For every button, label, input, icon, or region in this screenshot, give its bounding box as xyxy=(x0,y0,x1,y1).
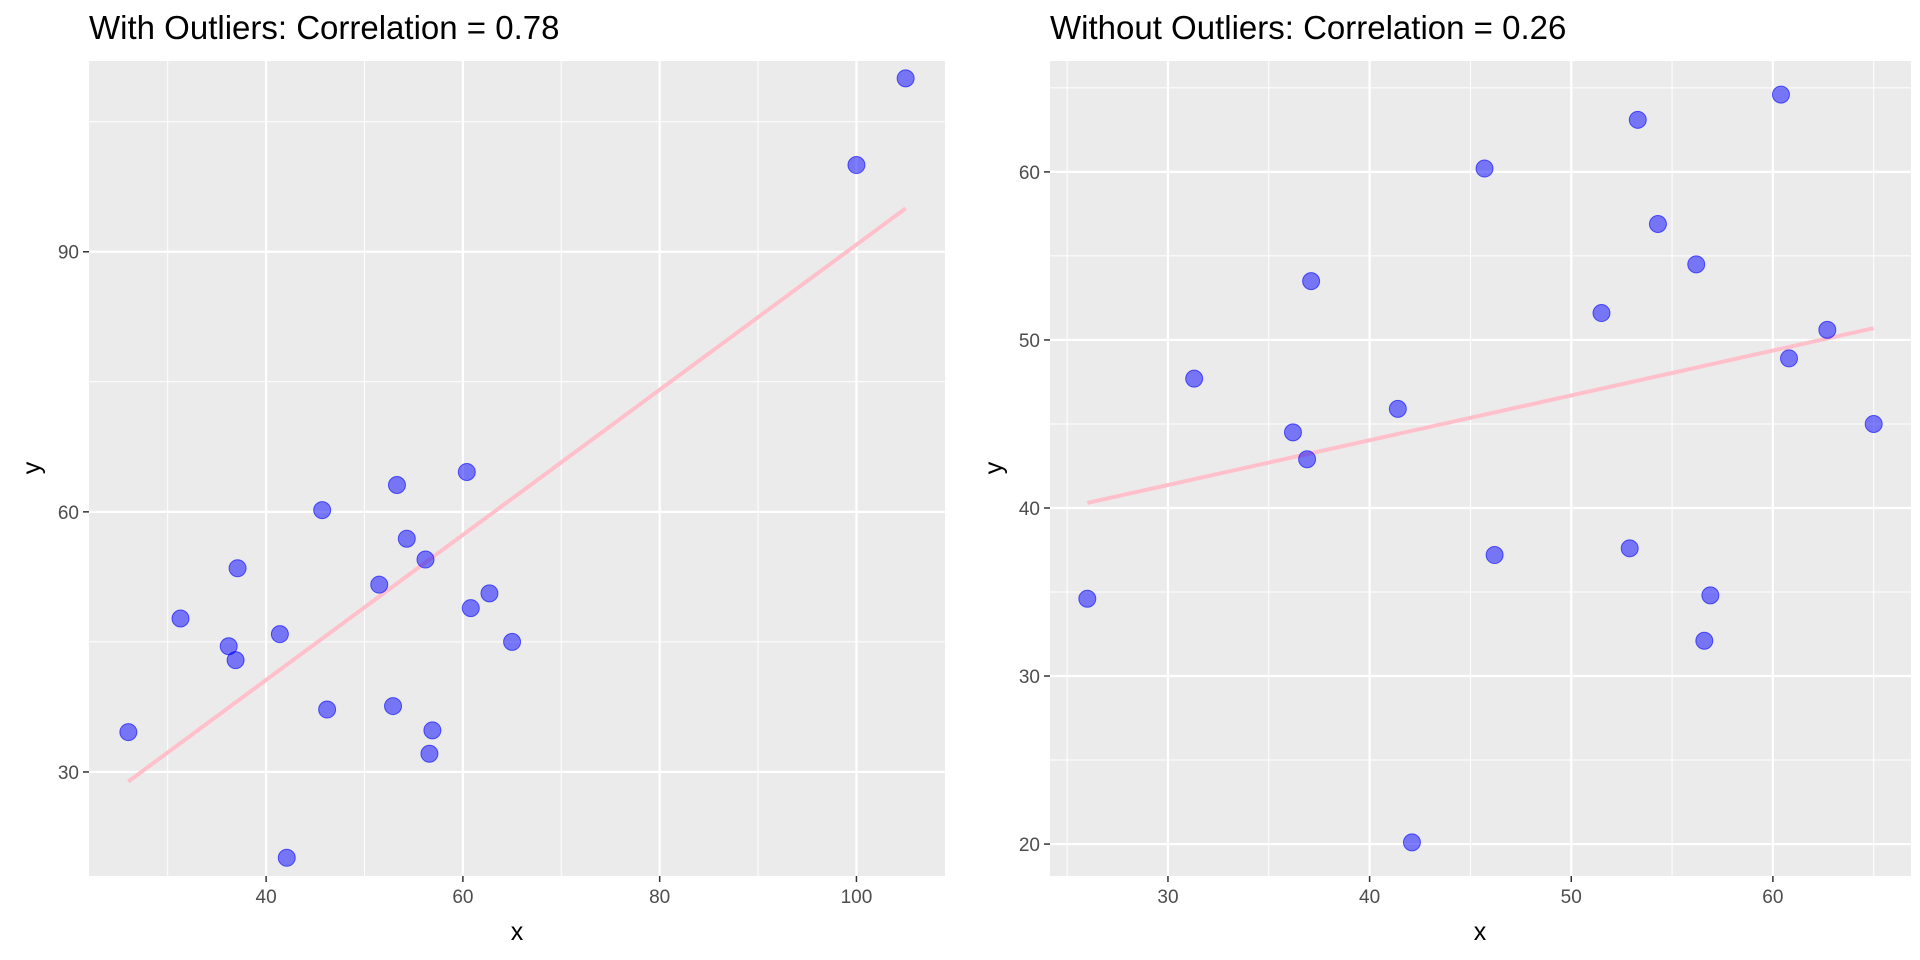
data-point xyxy=(277,848,296,867)
y-axis: 20 30 40 50 60 xyxy=(1019,163,1050,856)
y-axis-title: y xyxy=(980,461,1008,474)
x-axis-title: x xyxy=(511,918,524,946)
data-point xyxy=(1475,159,1494,178)
regression-line xyxy=(1086,326,1875,505)
data-point xyxy=(313,501,332,520)
x-tick-label: 100 xyxy=(841,887,873,908)
y-tick-label: 30 xyxy=(58,763,79,784)
data-point xyxy=(416,550,435,569)
x-tick-label: 80 xyxy=(649,887,670,908)
x-axis: 40 60 80 100 xyxy=(256,876,873,908)
y-tick-label: 40 xyxy=(1019,499,1040,520)
data-point xyxy=(457,462,476,481)
data-point xyxy=(1780,349,1799,368)
data-point xyxy=(387,475,406,494)
data-point xyxy=(171,609,190,628)
regression-line xyxy=(127,206,907,784)
data-point xyxy=(1388,399,1407,418)
data-point xyxy=(1485,546,1504,565)
chart-with-outliers: With Outliers: Correlation = 0.78 40 60 80… xyxy=(18,9,945,946)
x-axis: 30 40 50 60 xyxy=(1157,876,1783,908)
plot-panel xyxy=(89,61,945,876)
regression-line-group xyxy=(127,206,907,784)
y-tick-label: 50 xyxy=(1019,331,1040,352)
x-tick-label: 50 xyxy=(1561,887,1582,908)
data-point xyxy=(384,697,403,716)
data-point xyxy=(270,625,289,644)
y-tick-label: 90 xyxy=(58,243,79,264)
chart-title: With Outliers: Correlation = 0.78 xyxy=(89,9,559,46)
y-axis: 30 60 90 xyxy=(58,243,89,784)
x-axis-title: x xyxy=(1474,918,1487,946)
x-tick-label: 40 xyxy=(1359,887,1380,908)
data-point xyxy=(1283,423,1302,442)
x-tick-label: 30 xyxy=(1157,887,1178,908)
x-tick-label: 60 xyxy=(452,887,473,908)
data-point xyxy=(461,599,480,618)
data-point xyxy=(1078,589,1097,608)
data-point xyxy=(1695,631,1714,650)
chart-title: Without Outliers: Correlation = 0.26 xyxy=(1050,9,1566,46)
data-point xyxy=(1818,320,1837,339)
minor-gridlines xyxy=(89,61,945,876)
major-gridlines xyxy=(89,61,945,876)
data-point xyxy=(318,700,337,719)
y-tick-label: 60 xyxy=(1019,163,1040,184)
minor-gridlines xyxy=(1050,61,1911,876)
y-tick-label: 30 xyxy=(1019,667,1040,688)
data-point xyxy=(1687,255,1706,274)
data-point xyxy=(503,632,522,651)
data-point xyxy=(1402,833,1421,852)
data-point xyxy=(896,69,915,88)
data-point xyxy=(1298,450,1317,469)
data-point xyxy=(1648,215,1667,233)
data-point xyxy=(119,723,138,742)
data-point xyxy=(1302,272,1321,291)
data-point xyxy=(1771,85,1790,104)
data-point xyxy=(1628,110,1647,129)
x-tick-label: 40 xyxy=(256,887,277,908)
data-point xyxy=(226,651,245,670)
data-point xyxy=(1620,539,1639,558)
data-point xyxy=(1185,369,1204,388)
plot-panel xyxy=(1050,61,1911,876)
data-point xyxy=(1864,414,1883,433)
data-point xyxy=(370,575,389,594)
data-point xyxy=(1701,586,1720,605)
regression-line-group xyxy=(1086,326,1875,505)
x-tick-label: 60 xyxy=(1762,887,1783,908)
y-tick-label: 20 xyxy=(1019,835,1040,856)
y-axis-title: y xyxy=(18,461,46,474)
data-point xyxy=(480,584,499,603)
data-point xyxy=(847,156,866,175)
data-point xyxy=(397,529,416,548)
data-points xyxy=(119,69,915,867)
data-point xyxy=(228,559,247,578)
y-tick-label: 60 xyxy=(58,503,79,524)
data-point xyxy=(423,721,442,740)
data-point xyxy=(420,744,439,763)
data-point xyxy=(1592,304,1611,323)
chart-without-outliers: Without Outliers: Correlation = 0.26 30 4… xyxy=(980,9,1911,946)
data-points xyxy=(1078,85,1883,852)
